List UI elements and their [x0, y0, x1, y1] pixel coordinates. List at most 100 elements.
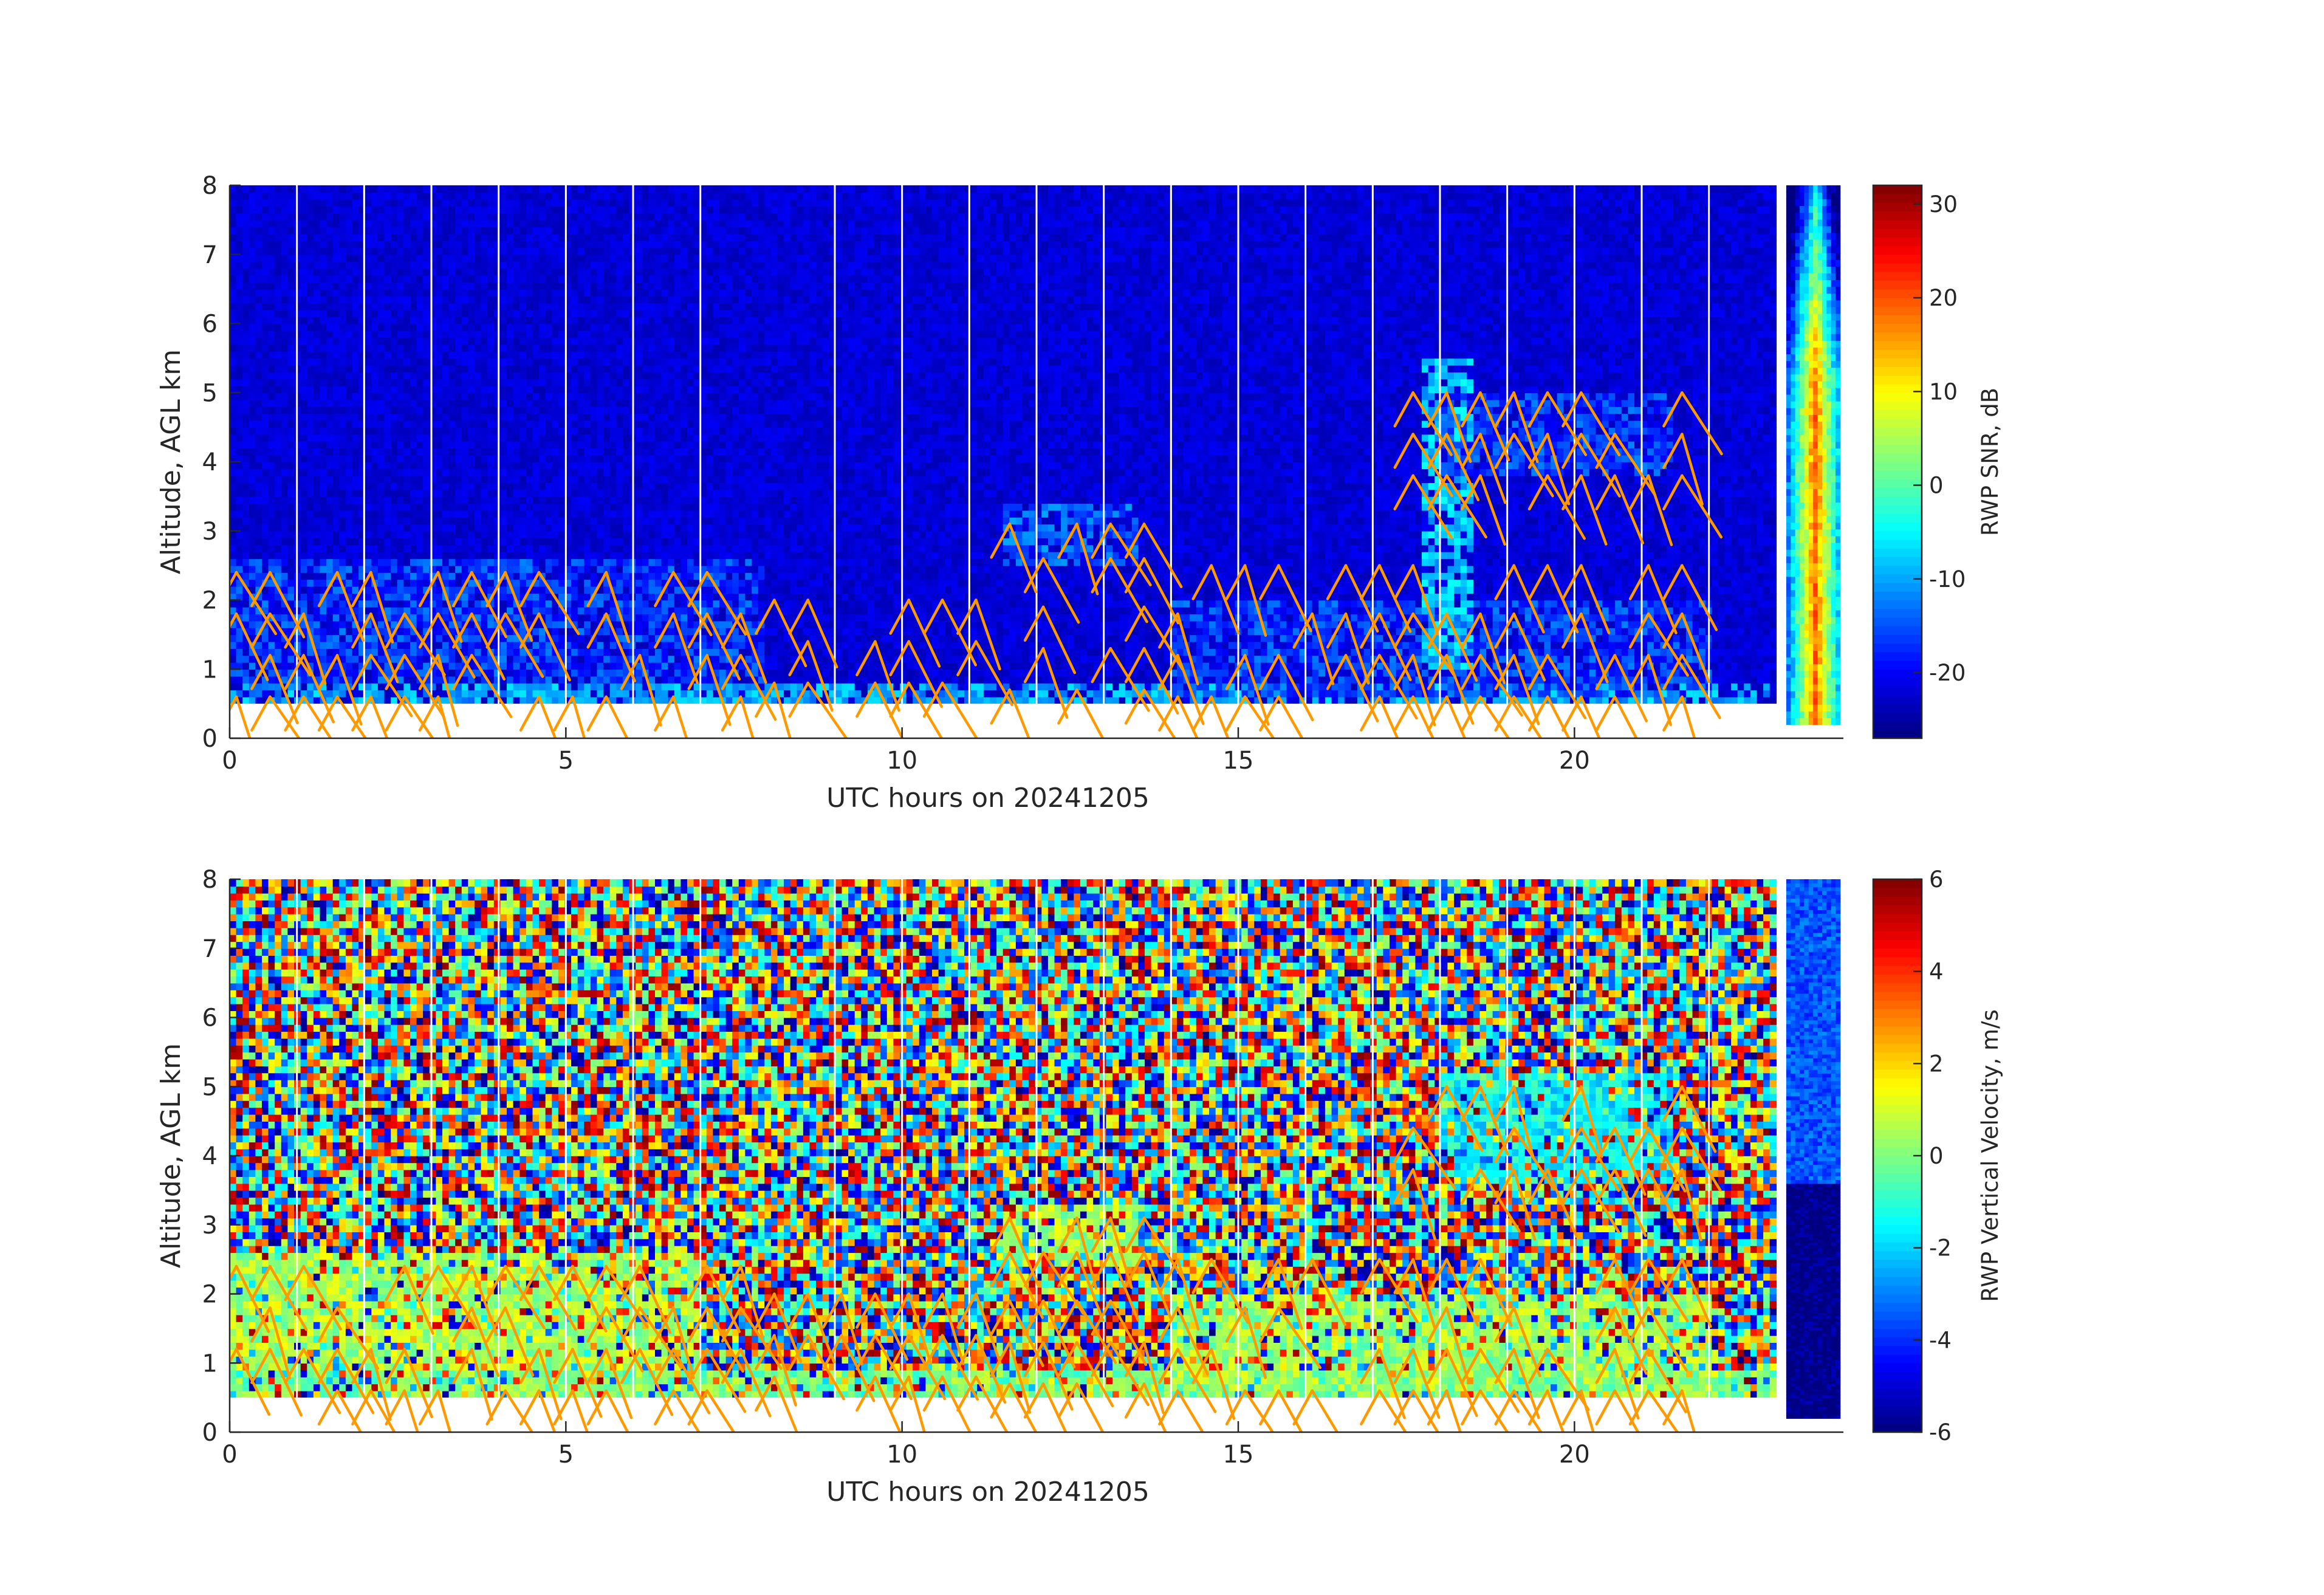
heatmap-cell [558, 385, 566, 394]
heatmap-cell [332, 337, 340, 345]
heatmap-cell [500, 427, 507, 435]
heatmap-cell [358, 420, 366, 428]
heatmap-cell [352, 544, 359, 552]
heatmap-cell [526, 303, 533, 310]
heatmap-cell [487, 614, 495, 622]
heatmap-cell [313, 634, 321, 642]
heatmap-cell [487, 503, 495, 511]
heatmap-cell [475, 219, 482, 228]
heatmap-cell [493, 482, 501, 490]
heatmap-cell [590, 227, 598, 235]
heatmap-cell [358, 614, 366, 622]
heatmap-cell [584, 572, 591, 580]
heatmap-cell [532, 330, 540, 338]
heatmap-cell [552, 538, 559, 546]
heatmap-cell [262, 468, 269, 476]
heatmap-cell [571, 468, 578, 476]
heatmap-cell [287, 454, 295, 462]
heatmap-cell [455, 655, 462, 663]
heatmap-cell [307, 482, 314, 490]
heatmap-cell [448, 468, 456, 476]
heatmap-cell [320, 489, 327, 497]
heatmap-cell [448, 441, 456, 449]
heatmap-cell [519, 517, 527, 525]
heatmap-cell [481, 600, 488, 608]
heatmap-cell [345, 358, 353, 366]
heatmap-cell [358, 648, 366, 656]
heatmap-cell [339, 489, 346, 497]
heatmap-cell [468, 475, 475, 483]
heatmap-cell [436, 475, 443, 483]
heatmap-cell [597, 676, 604, 684]
heatmap-cell [532, 393, 540, 400]
heatmap-cell [461, 317, 469, 324]
heatmap-cell [571, 496, 578, 504]
heatmap-cell [403, 372, 411, 380]
heatmap-cell [371, 213, 379, 221]
heatmap-cell [500, 372, 507, 380]
heatmap-cell [300, 496, 308, 504]
heatmap-cell [513, 524, 520, 532]
heatmap-cell [436, 600, 443, 608]
heatmap-cell [429, 641, 437, 649]
heatmap-cell [332, 662, 340, 670]
heatmap-cell [532, 503, 540, 511]
heatmap-cell [539, 337, 546, 345]
heatmap-cell [230, 434, 237, 442]
heatmap-cell [242, 282, 250, 290]
heatmap-cell [410, 365, 417, 372]
heatmap-cell [255, 379, 262, 386]
heatmap-cell [475, 254, 482, 262]
heatmap-cell [300, 538, 308, 546]
heatmap-cell [642, 690, 650, 698]
heatmap-cell [590, 496, 598, 504]
heatmap-cell [481, 206, 488, 214]
heatmap-cell [584, 296, 591, 304]
heatmap-cell [332, 233, 340, 241]
heatmap-cell [448, 261, 456, 269]
heatmap-cell [436, 254, 443, 262]
heatmap-cell [287, 655, 295, 663]
heatmap-cell [500, 496, 507, 504]
heatmap-cell [307, 593, 314, 601]
heatmap-cell [616, 496, 623, 504]
heatmap-cell [616, 510, 623, 518]
heatmap-cell [526, 282, 533, 290]
heatmap-cell [313, 551, 321, 560]
heatmap-cell [313, 199, 321, 207]
heatmap-cell [230, 462, 237, 470]
heatmap-cell [249, 614, 256, 622]
heatmap-cell [558, 358, 566, 366]
heatmap-cell [371, 268, 379, 276]
heatmap-cell [545, 317, 553, 324]
heatmap-cell [507, 261, 514, 269]
heatmap-cell [281, 600, 289, 608]
heatmap-cell [481, 614, 488, 622]
heatmap-cell [609, 420, 617, 428]
heatmap-cell [532, 620, 540, 628]
heatmap-cell [513, 558, 520, 566]
heatmap-cell [532, 379, 540, 386]
heatmap-cell [571, 593, 578, 601]
heatmap-cell [571, 641, 578, 649]
heatmap-cell [475, 268, 482, 276]
heatmap-cell [371, 606, 379, 615]
heatmap-cell [636, 247, 643, 255]
heatmap-cell [487, 365, 495, 372]
heatmap-cell [436, 268, 443, 276]
heatmap-cell [403, 344, 411, 352]
heatmap-cell [326, 282, 334, 290]
heatmap-cell [255, 510, 262, 518]
heatmap-cell [461, 303, 469, 310]
heatmap-cell [352, 538, 359, 546]
heatmap-cell [526, 669, 533, 677]
heatmap-cell [552, 323, 559, 331]
heatmap-cell [442, 482, 450, 490]
heatmap-cell [558, 337, 566, 345]
heatmap-cell [558, 510, 566, 518]
heatmap-cell [584, 254, 591, 262]
heatmap-cell [358, 233, 366, 241]
heatmap-cell [332, 303, 340, 310]
heatmap-cell [358, 282, 366, 290]
heatmap-cell [539, 475, 546, 483]
